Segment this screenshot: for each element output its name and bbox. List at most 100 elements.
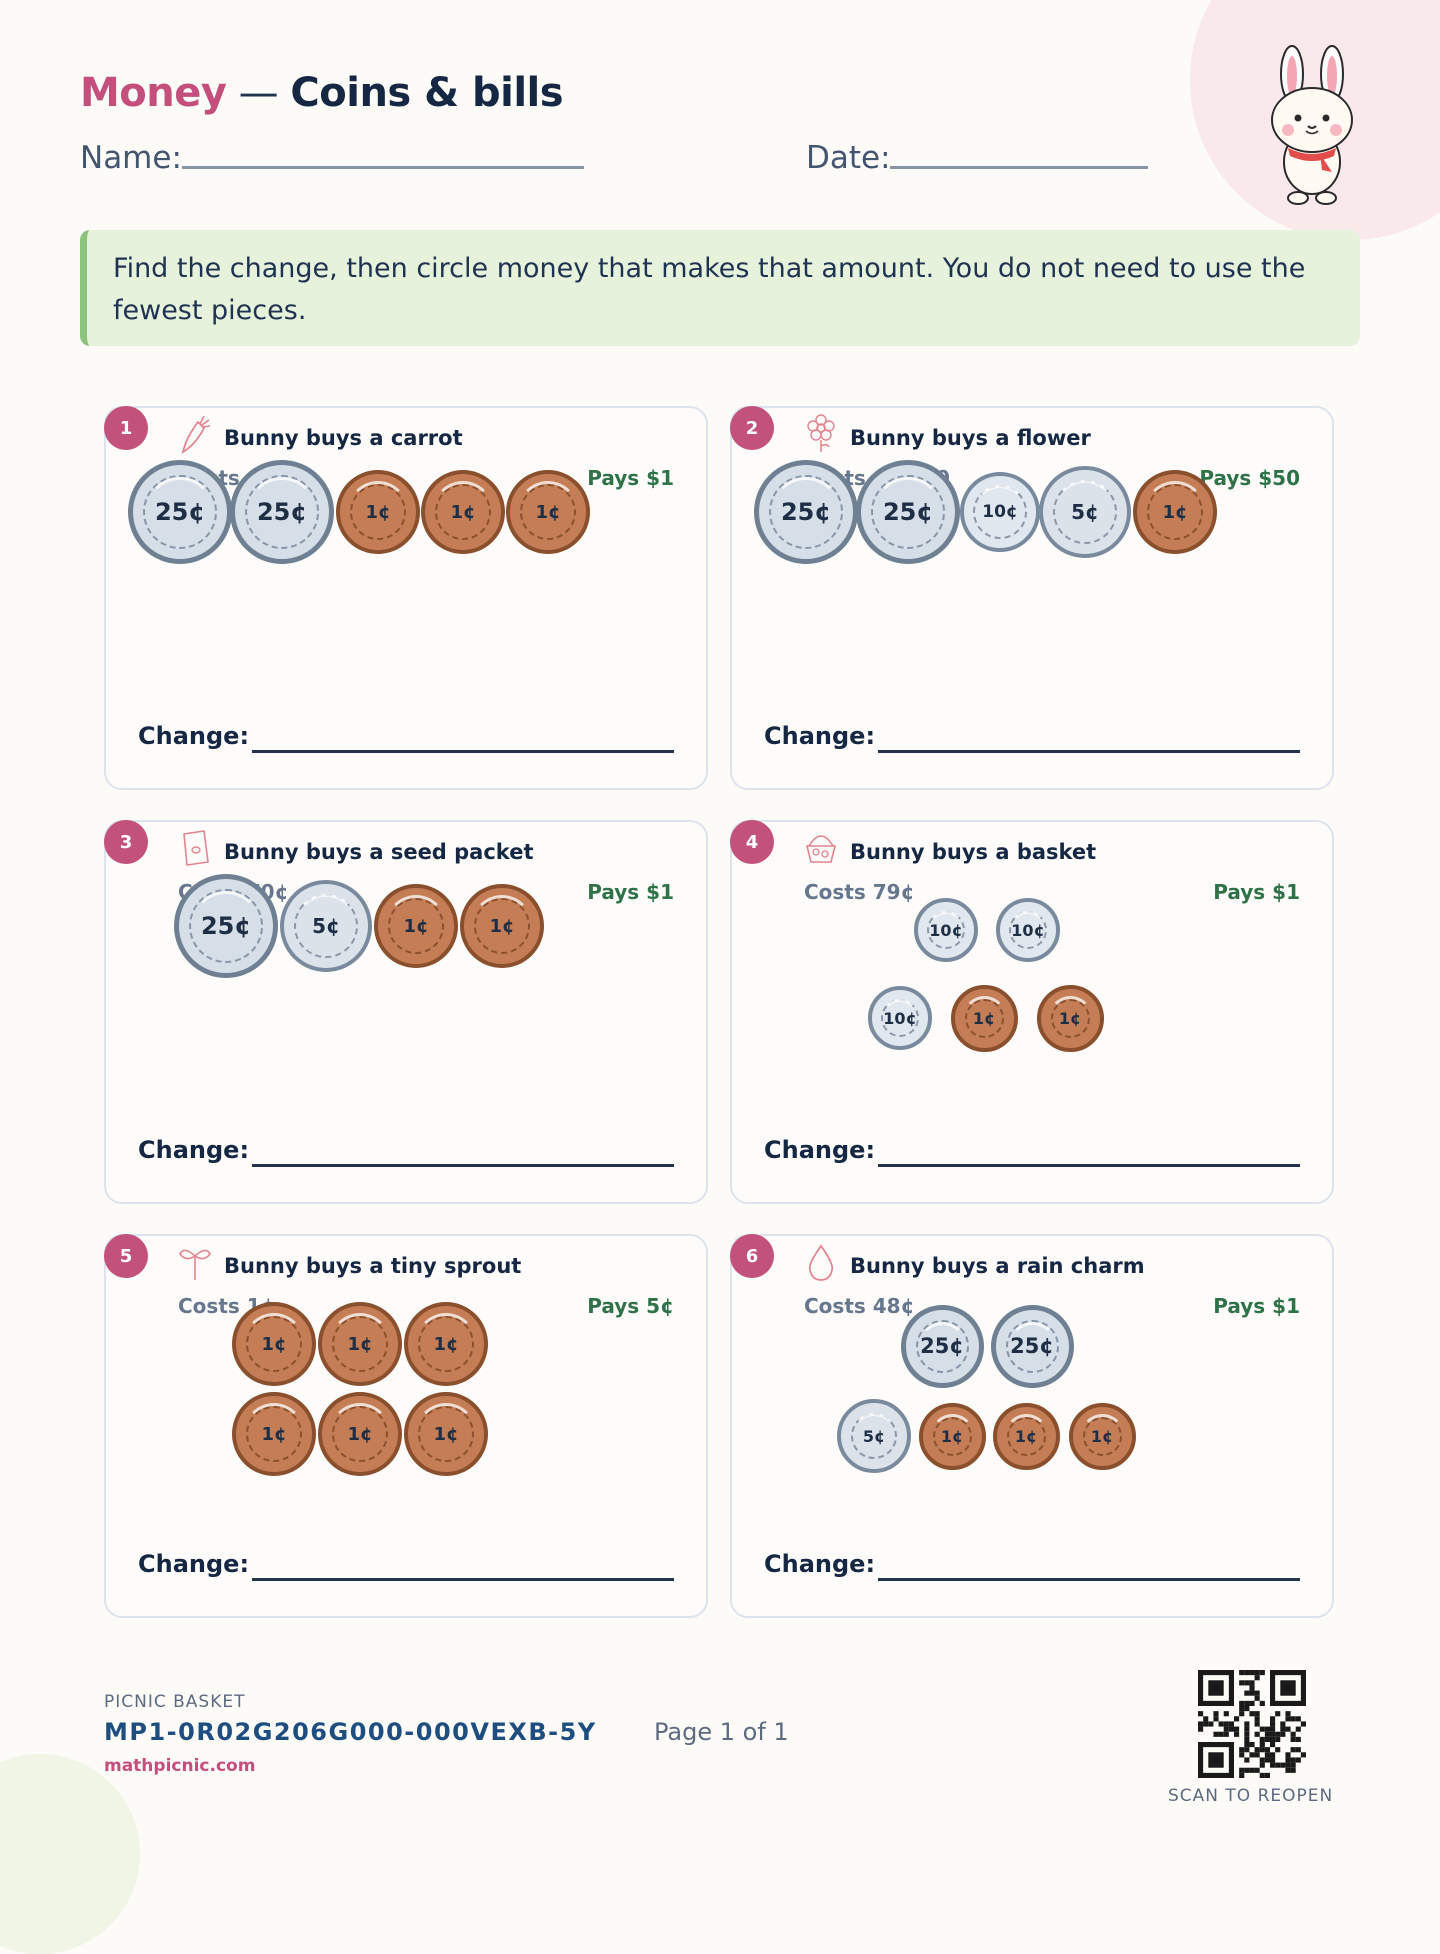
- penny-coin[interactable]: 1¢: [336, 470, 420, 554]
- change-label: Change:: [764, 722, 876, 750]
- quarter-coin[interactable]: 25¢: [856, 460, 960, 564]
- coin-label: 10¢: [1011, 920, 1045, 940]
- pays-text: Pays $1: [587, 880, 674, 904]
- penny-coin[interactable]: 1¢: [232, 1302, 316, 1386]
- dime-coin[interactable]: 10¢: [960, 472, 1040, 552]
- penny-coin[interactable]: 1¢: [1068, 1402, 1136, 1470]
- problem-title: Bunny buys a seed packet: [224, 840, 534, 864]
- coin-label: 25¢: [780, 498, 832, 526]
- coin-label: 1¢: [347, 1333, 373, 1355]
- problem-number: 1: [104, 406, 148, 450]
- nickel-coin[interactable]: 5¢: [837, 1399, 911, 1473]
- problem-title: Bunny buys a tiny sprout: [224, 1254, 522, 1278]
- coin-label: 5¢: [1071, 500, 1099, 524]
- name-line[interactable]: [182, 166, 584, 169]
- page-title: Money — Coins & bills: [80, 70, 564, 116]
- change-answer-line[interactable]: [252, 750, 674, 753]
- penny-coin[interactable]: 1¢: [318, 1302, 402, 1386]
- penny-coin[interactable]: 1¢: [318, 1392, 402, 1476]
- dime-coin[interactable]: 10¢: [868, 986, 932, 1050]
- coin-label: 1¢: [1162, 501, 1188, 523]
- penny-coin[interactable]: 1¢: [918, 1402, 986, 1470]
- penny-coin[interactable]: 1¢: [460, 884, 544, 968]
- coin-label: 25¢: [154, 498, 206, 526]
- qr-caption: SCAN TO REOPEN: [1168, 1786, 1334, 1806]
- coin-label: 10¢: [982, 502, 1018, 522]
- coin-label: 1¢: [433, 1333, 459, 1355]
- change-label: Change:: [138, 1550, 250, 1578]
- coin-label: 1¢: [365, 501, 391, 523]
- change-answer-line[interactable]: [878, 1578, 1300, 1581]
- penny-coin[interactable]: 1¢: [950, 984, 1018, 1052]
- cost-text: Costs 79¢: [804, 880, 915, 904]
- coin-label: 5¢: [862, 1426, 886, 1446]
- carrot-icon: [181, 415, 211, 454]
- nickel-coin[interactable]: 5¢: [1039, 466, 1131, 558]
- coin-label: 5¢: [312, 914, 340, 938]
- problem-card: 1 Bunny buys a carrot Costs 49¢ Pays $1 25¢ 2…: [104, 406, 708, 790]
- penny-coin[interactable]: 1¢: [374, 884, 458, 968]
- problem-number: 4: [730, 820, 774, 864]
- quarter-coin[interactable]: 25¢: [230, 460, 334, 564]
- bunny-icon: [1271, 45, 1353, 205]
- page-number: Page 1 of 1: [654, 1718, 789, 1746]
- quarter-coin[interactable]: 25¢: [990, 1304, 1074, 1388]
- coin-group: 25¢ 25¢ 1¢ 1¢ 1¢: [106, 408, 706, 788]
- penny-coin[interactable]: 1¢: [404, 1392, 488, 1476]
- quarter-coin[interactable]: 25¢: [128, 460, 232, 564]
- dime-coin[interactable]: 10¢: [914, 898, 978, 962]
- problem-title: Bunny buys a flower: [850, 426, 1091, 450]
- penny-coin[interactable]: 1¢: [1036, 984, 1104, 1052]
- coin-label: 1¢: [261, 1423, 287, 1445]
- pays-text: Pays $1: [1213, 880, 1300, 904]
- problem-card: 6 Bunny buys a rain charm Costs 48¢ Pays $1…: [730, 1234, 1334, 1618]
- penny-coin[interactable]: 1¢: [506, 470, 590, 554]
- change-label: Change:: [764, 1550, 876, 1578]
- coin-label: 1¢: [261, 1333, 287, 1355]
- coin-label: 1¢: [972, 1008, 996, 1028]
- penny-coin[interactable]: 1¢: [992, 1402, 1060, 1470]
- instructions-text: Find the change, then circle money that …: [113, 253, 1306, 326]
- coin-label: 10¢: [929, 920, 963, 940]
- coin-label: 1¢: [489, 915, 515, 937]
- seed-packet-icon: [183, 830, 209, 866]
- footer-site-link[interactable]: mathpicnic.com: [104, 1756, 256, 1776]
- coin-group: 25¢ 5¢ 1¢ 1¢: [106, 822, 706, 1202]
- coin-label: 1¢: [1058, 1008, 1082, 1028]
- pays-text: Pays 5¢: [587, 1294, 674, 1318]
- change-label: Change:: [138, 1136, 250, 1164]
- coin-group: 25¢ 25¢ 10¢ 5¢ 1¢: [732, 408, 1332, 788]
- problem-title: Bunny buys a rain charm: [850, 1254, 1145, 1278]
- dime-coin[interactable]: 10¢: [996, 898, 1060, 962]
- coin-label: 1¢: [1090, 1426, 1114, 1446]
- change-answer-line[interactable]: [878, 1164, 1300, 1167]
- penny-coin[interactable]: 1¢: [421, 470, 505, 554]
- quarter-coin[interactable]: 25¢: [754, 460, 858, 564]
- raindrop-icon: [808, 1244, 834, 1281]
- penny-coin[interactable]: 1¢: [232, 1392, 316, 1476]
- date-line[interactable]: [890, 166, 1148, 169]
- quarter-coin[interactable]: 25¢: [174, 874, 278, 978]
- title-dash: —: [226, 70, 291, 116]
- problem-title: Bunny buys a basket: [850, 840, 1097, 864]
- pays-text: Pays $50: [1199, 466, 1300, 490]
- penny-coin[interactable]: 1¢: [1133, 470, 1217, 554]
- coin-group: 1¢ 1¢ 1¢ 1¢ 1¢ 1¢: [106, 1236, 706, 1616]
- title-money: Money: [80, 70, 227, 116]
- flower-icon: [807, 414, 835, 452]
- coin-label: 25¢: [200, 912, 252, 940]
- corner-decoration: [0, 1754, 140, 1954]
- nickel-coin[interactable]: 5¢: [280, 880, 372, 972]
- change-answer-line[interactable]: [252, 1164, 674, 1167]
- quarter-coin[interactable]: 25¢: [900, 1304, 984, 1388]
- change-answer-line[interactable]: [878, 750, 1300, 753]
- instructions-banner: Find the change, then circle money that …: [80, 230, 1360, 346]
- penny-coin[interactable]: 1¢: [404, 1302, 488, 1386]
- coin-label: 25¢: [1010, 1334, 1054, 1358]
- coin-label: 25¢: [882, 498, 934, 526]
- qr-code-icon[interactable]: [1198, 1670, 1306, 1778]
- change-answer-line[interactable]: [252, 1578, 674, 1581]
- change-label: Change:: [764, 1136, 876, 1164]
